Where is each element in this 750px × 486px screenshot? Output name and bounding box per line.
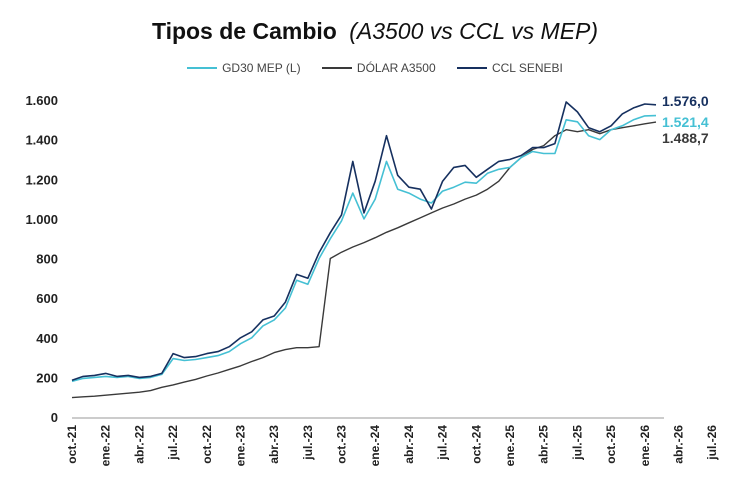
x-tick-label: abr.-26 xyxy=(671,425,685,464)
y-tick-label: 1.200 xyxy=(25,172,58,187)
x-tick-label: ene.-24 xyxy=(368,425,382,467)
y-tick-label: 400 xyxy=(36,331,58,346)
x-tick-label: ene.-25 xyxy=(503,425,517,467)
x-tick-label: ene.-22 xyxy=(99,425,113,467)
chart-title-main: Tipos de Cambio xyxy=(151,18,337,44)
x-tick-label: jul.-25 xyxy=(570,425,584,461)
x-tick-label: abr.-22 xyxy=(132,425,146,464)
x-tick-label: jul.-24 xyxy=(436,425,450,461)
x-tick-label: oct.-21 xyxy=(65,425,79,464)
x-tick-label: oct.-24 xyxy=(469,425,483,464)
y-tick-label: 1.600 xyxy=(25,93,58,108)
series-line-a3500 xyxy=(71,121,657,399)
y-tick-label: 200 xyxy=(36,370,58,385)
legend-item-a3500: DÓLAR A3500 xyxy=(321,61,436,75)
y-tick-label: 1.400 xyxy=(25,133,58,148)
x-tick-label: jul.-26 xyxy=(705,425,719,461)
legend-swatch-mep xyxy=(187,67,218,69)
y-tick-label: 1.000 xyxy=(25,212,58,227)
x-tick-label: ene.-26 xyxy=(638,425,652,467)
x-tick-label: oct.-25 xyxy=(604,425,618,464)
x-tick-label: abr.-24 xyxy=(402,425,416,464)
series-line-ccl xyxy=(71,101,657,382)
end-label-mep: 1.521,4 xyxy=(662,114,709,130)
x-tick-label: ene.-23 xyxy=(233,425,247,467)
y-tick-label: 0 xyxy=(51,410,58,425)
legend-label-a3500: DÓLAR A3500 xyxy=(356,61,436,75)
series-line-mep xyxy=(71,114,657,383)
x-tick-label: oct.-22 xyxy=(200,425,214,464)
end-label-a3500: 1.488,7 xyxy=(662,130,709,146)
chart-legend: GD30 MEP (L) DÓLAR A3500 CCL SENEBI xyxy=(0,58,750,75)
x-tick-label: jul.-22 xyxy=(166,425,180,461)
y-tick-label: 600 xyxy=(36,291,58,306)
x-tick-label: oct.-23 xyxy=(335,425,349,464)
x-tick-label: abr.-23 xyxy=(267,425,281,464)
legend-swatch-ccl xyxy=(456,67,487,69)
legend-swatch-a3500 xyxy=(321,67,352,69)
legend-label-ccl: CCL SENEBI xyxy=(491,61,563,75)
legend-label-mep: GD30 MEP (L) xyxy=(222,61,301,75)
y-tick-label: 800 xyxy=(36,252,58,267)
x-tick-label: jul.-23 xyxy=(301,425,315,461)
end-label-ccl: 1.576,0 xyxy=(662,93,709,109)
chart-title-sub: (A3500 vs CCL vs MEP) xyxy=(349,18,599,44)
x-tick-label: abr.-25 xyxy=(537,425,551,464)
legend-item-ccl: CCL SENEBI xyxy=(456,61,563,75)
chart-title: Tipos de Cambio (A3500 vs CCL vs MEP) xyxy=(0,18,750,45)
legend-item-mep: GD30 MEP (L) xyxy=(187,61,301,75)
